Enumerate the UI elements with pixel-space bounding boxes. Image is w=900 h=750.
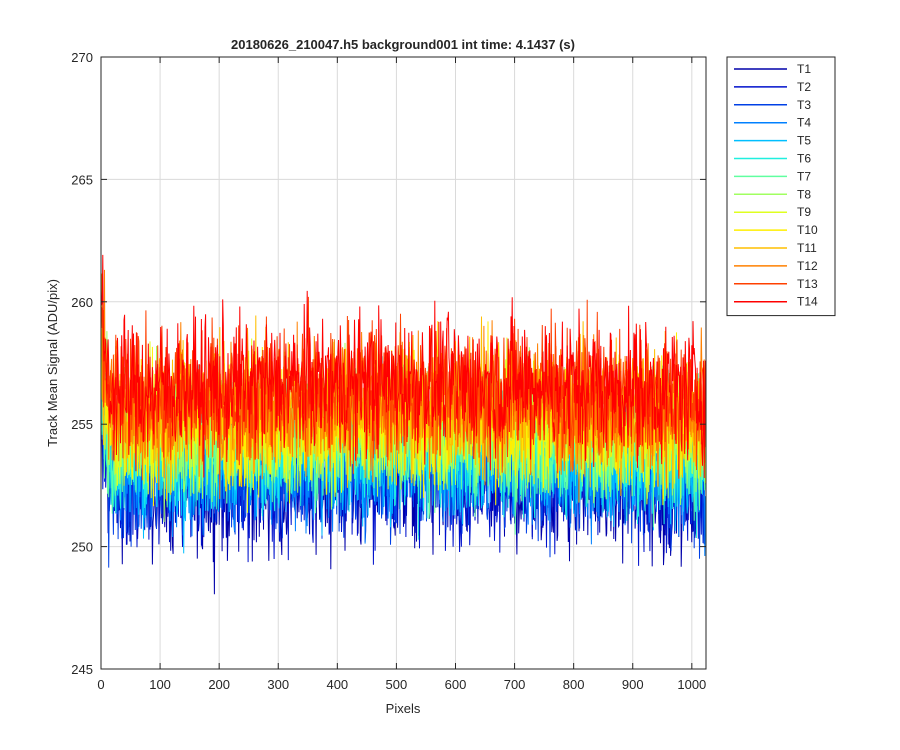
legend-label: T8 xyxy=(797,187,811,201)
x-tick-label: 200 xyxy=(208,677,230,692)
legend-box xyxy=(726,56,836,317)
chart-title: 20180626_210047.h5 background001 int tim… xyxy=(231,37,575,52)
x-tick-label: 500 xyxy=(386,677,408,692)
x-tick-label: 800 xyxy=(563,677,585,692)
legend-label: T11 xyxy=(797,241,817,255)
y-tick-label: 255 xyxy=(71,417,93,432)
y-tick-label: 250 xyxy=(71,540,93,555)
legend-label: T10 xyxy=(797,223,818,237)
x-axis-label: Pixels xyxy=(386,701,421,716)
legend-label: T2 xyxy=(797,80,811,94)
legend-label: T3 xyxy=(797,98,811,112)
legend-label: T1 xyxy=(797,62,811,76)
x-tick-label: 700 xyxy=(504,677,526,692)
y-axis-label: Track Mean Signal (ADU/pix) xyxy=(45,279,60,447)
y-tick-label: 260 xyxy=(71,295,93,310)
x-tick-label: 900 xyxy=(622,677,644,692)
legend-label: T13 xyxy=(797,277,818,291)
legend-label: T12 xyxy=(797,259,818,273)
x-tick-label: 600 xyxy=(445,677,467,692)
y-tick-label: 270 xyxy=(71,50,93,65)
ticks: 0 100 200 300 400 500 600 700 800 900 1000 245 250 25… xyxy=(71,50,706,692)
legend-label: T9 xyxy=(797,205,811,219)
x-tick-label: 300 xyxy=(267,677,289,692)
plot-frame xyxy=(100,56,707,670)
legend-label: T14 xyxy=(797,295,818,309)
legend-label: T7 xyxy=(797,169,811,183)
y-tick-label: 265 xyxy=(71,172,93,187)
legend-label: T4 xyxy=(797,116,811,130)
legend: T1 T2 T3 T4 T5 T6 T7 T8 T9 T10 T11 T12 T13 T14 xyxy=(726,56,836,317)
y-tick-label: 245 xyxy=(71,662,93,677)
x-tick-label: 0 xyxy=(97,677,104,692)
legend-label: T5 xyxy=(797,134,811,148)
series-line-t14 xyxy=(100,254,706,479)
series-lines xyxy=(100,254,706,595)
x-tick-label: 400 xyxy=(326,677,348,692)
x-tick-label: 1000 xyxy=(677,677,706,692)
x-tick-label: 100 xyxy=(149,677,171,692)
legend-label: T6 xyxy=(797,152,811,166)
